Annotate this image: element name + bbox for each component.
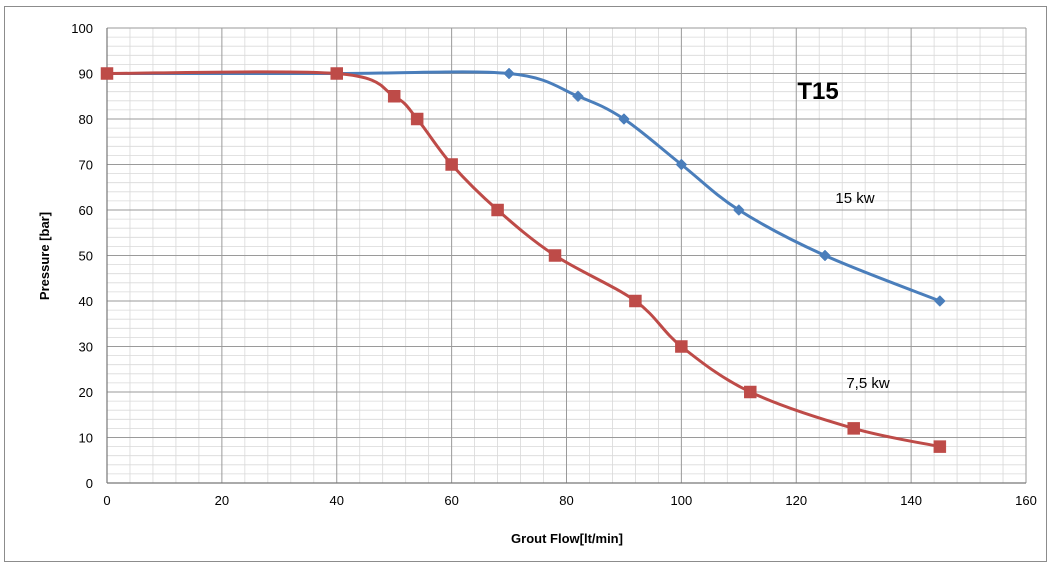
- series-7-5kw: [100, 67, 947, 453]
- chart-frame: [4, 6, 1047, 562]
- series-line: [106, 70, 941, 303]
- y-tick-label: 40: [79, 294, 93, 309]
- data-point: [675, 158, 688, 171]
- data-point: [933, 440, 947, 453]
- series-line: [106, 70, 941, 449]
- y-tick-label: 50: [79, 249, 93, 264]
- y-tick-labels: 0 10 20 30 40 50 60 70 80 90 100: [71, 21, 93, 491]
- y-axis-title: Pressure [bar]: [37, 212, 52, 300]
- chart-title: T15: [797, 78, 838, 105]
- y-tick-label: 90: [79, 67, 93, 82]
- series-label-7-5kw: 7,5 kw: [846, 375, 890, 392]
- y-tick-label: 20: [79, 385, 93, 400]
- x-tick-labels: 0 20 40 60 80 100 120 140 160: [103, 493, 1036, 508]
- data-point: [675, 340, 688, 353]
- y-tick-label: 80: [79, 112, 93, 127]
- x-tick-label: 40: [330, 493, 344, 508]
- x-tick-label: 0: [103, 493, 110, 508]
- y-tick-label: 30: [79, 340, 93, 355]
- series-label-15kw: 15 kw: [835, 190, 874, 207]
- data-point: [503, 67, 515, 80]
- data-point: [732, 204, 745, 216]
- data-point: [100, 67, 114, 80]
- data-point: [491, 203, 504, 217]
- data-point: [572, 90, 584, 103]
- y-tick-label: 60: [79, 203, 93, 218]
- y-tick-label: 100: [71, 21, 93, 36]
- series-group: [100, 67, 947, 453]
- data-point: [819, 249, 831, 262]
- data-point: [387, 90, 401, 103]
- y-tick-label: 10: [79, 431, 93, 446]
- data-point: [618, 113, 630, 125]
- data-point: [330, 67, 343, 80]
- data-point: [410, 112, 424, 126]
- x-axis-title: Grout Flow[lt/min]: [511, 531, 623, 546]
- x-tick-label: 60: [444, 493, 458, 508]
- data-point: [548, 249, 562, 262]
- data-point: [744, 385, 757, 399]
- axes: [106, 28, 1026, 484]
- x-tick-label: 120: [785, 493, 807, 508]
- data-point: [847, 422, 860, 435]
- data-point: [629, 294, 642, 308]
- x-tick-label: 20: [215, 493, 229, 508]
- x-tick-label: 140: [900, 493, 922, 508]
- x-tick-label: 160: [1015, 493, 1037, 508]
- data-point: [445, 158, 458, 171]
- data-point: [933, 295, 946, 307]
- y-tick-label: 0: [86, 476, 93, 491]
- y-tick-label: 70: [79, 158, 93, 173]
- x-tick-label: 100: [671, 493, 693, 508]
- x-tick-label: 80: [559, 493, 573, 508]
